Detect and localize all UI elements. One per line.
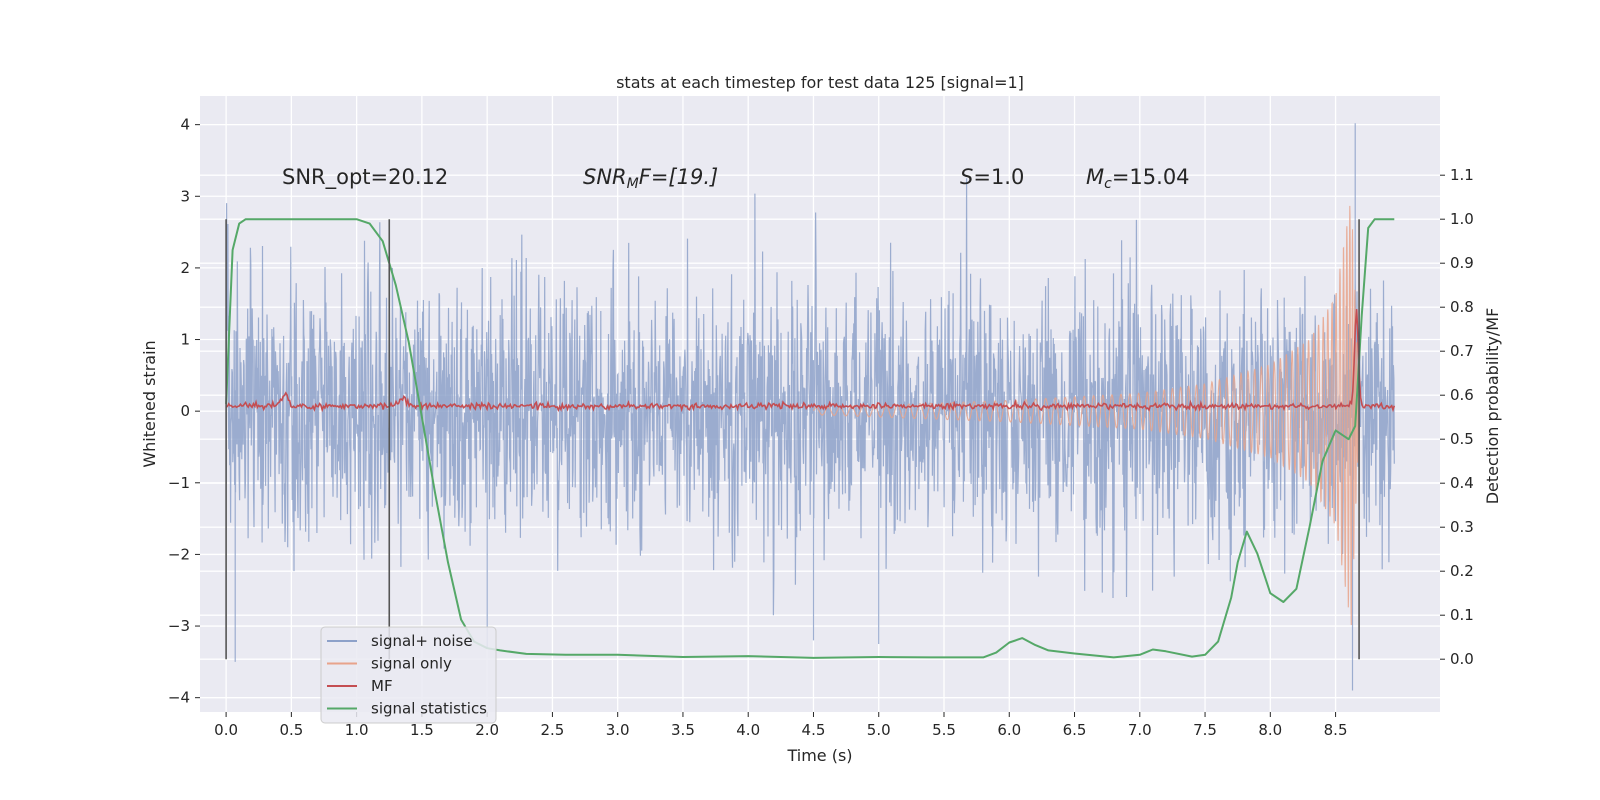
- annotation-snr-mf-rest: F=[19.]: [639, 165, 718, 189]
- series-signal-plus-noise: [225, 123, 1395, 691]
- x-tick-label: 8.5: [1324, 721, 1348, 739]
- annotation-mc-value: =15.04: [1112, 165, 1190, 189]
- x-tick-label: 1.5: [410, 721, 434, 739]
- legend: signal+ noise signal only MF signal statist…: [320, 626, 497, 724]
- series-mf: [225, 309, 1396, 413]
- series-signal-only: [813, 205, 1360, 626]
- y2-tick-label: 0.3: [1450, 518, 1474, 536]
- x-tick-label: 2.5: [540, 721, 564, 739]
- y-tick-label: −3: [168, 617, 190, 635]
- x-tick-label: 4.0: [736, 721, 760, 739]
- y2-tick-label: 0.2: [1450, 562, 1474, 580]
- legend-label: MF: [371, 677, 393, 695]
- x-tick-label: 2.0: [475, 721, 499, 739]
- y2-axis-label: Detection probability/MF: [1483, 308, 1502, 505]
- annotation-mc: Mc=15.04: [1086, 165, 1190, 192]
- annotation-snr-mf: SNRMF=[19.]: [583, 165, 718, 192]
- x-tick-label: 3.0: [606, 721, 630, 739]
- annotation-s-label: S: [960, 165, 973, 189]
- annotation-s: S=1.0: [960, 165, 1024, 189]
- annotation-snr-mf-sub: M: [627, 176, 639, 192]
- x-tick-label: 0.0: [214, 721, 238, 739]
- annotation-mc-sub: c: [1104, 176, 1112, 192]
- y-tick-label: 0: [180, 402, 190, 420]
- y2-tick-label: 0.0: [1450, 650, 1474, 668]
- y2-tick-label: 0.7: [1450, 342, 1474, 360]
- annotation-mc-label: M: [1086, 165, 1104, 189]
- y2-tick-label: 1.1: [1450, 166, 1474, 184]
- x-tick-label: 4.5: [802, 721, 826, 739]
- y-tick-label: 1: [180, 331, 190, 349]
- x-tick-label: 0.5: [279, 721, 303, 739]
- x-tick-label: 6.0: [997, 721, 1021, 739]
- x-tick-label: 1.0: [345, 721, 369, 739]
- y-tick-label: 3: [180, 187, 190, 205]
- y2-tick-label: 1.0: [1450, 210, 1474, 228]
- vertical-markers: [225, 219, 1360, 660]
- axes: 0.0 0.5 1.0 1.5 2.0 2.5 3.0 3.5 4.0 4.5 5.0 5.5 6.0 6…: [168, 116, 1474, 739]
- legend-box: [320, 626, 497, 724]
- legend-label: signal statistics: [371, 700, 487, 718]
- y2-tick-label: 0.8: [1450, 298, 1474, 316]
- y-tick-label: −2: [168, 545, 190, 563]
- y2-tick-label: 0.9: [1450, 254, 1474, 272]
- chart-title: stats at each timestep for test data 125…: [616, 73, 1024, 92]
- y2-tick-label: 0.5: [1450, 430, 1474, 448]
- x-tick-label: 7.5: [1193, 721, 1217, 739]
- y2-tick-label: 0.6: [1450, 386, 1474, 404]
- x-tick-label: 7.0: [1128, 721, 1152, 739]
- y-tick-label: 2: [180, 259, 190, 277]
- x-tick-label: 8.0: [1258, 721, 1282, 739]
- y-tick-label: −1: [168, 474, 190, 492]
- legend-label: signal only: [371, 655, 452, 673]
- y2-tick-label: 0.1: [1450, 606, 1474, 624]
- y2-tick-label: 0.4: [1450, 474, 1474, 492]
- y-axis-label: Whitened strain: [140, 340, 159, 467]
- x-tick-label: 3.5: [671, 721, 695, 739]
- x-axis-label: Time (s): [786, 746, 852, 765]
- legend-label: signal+ noise: [371, 632, 473, 650]
- x-tick-label: 5.5: [932, 721, 956, 739]
- annotation-snr-opt: SNR_opt=20.12: [282, 165, 448, 190]
- annotation-s-value: =1.0: [973, 165, 1024, 189]
- annotation-snr-mf-main: SNR: [583, 165, 627, 189]
- y-tick-label: −4: [168, 689, 190, 707]
- x-tick-label: 6.5: [1063, 721, 1087, 739]
- x-tick-label: 5.0: [867, 721, 891, 739]
- y-tick-label: 4: [180, 116, 190, 134]
